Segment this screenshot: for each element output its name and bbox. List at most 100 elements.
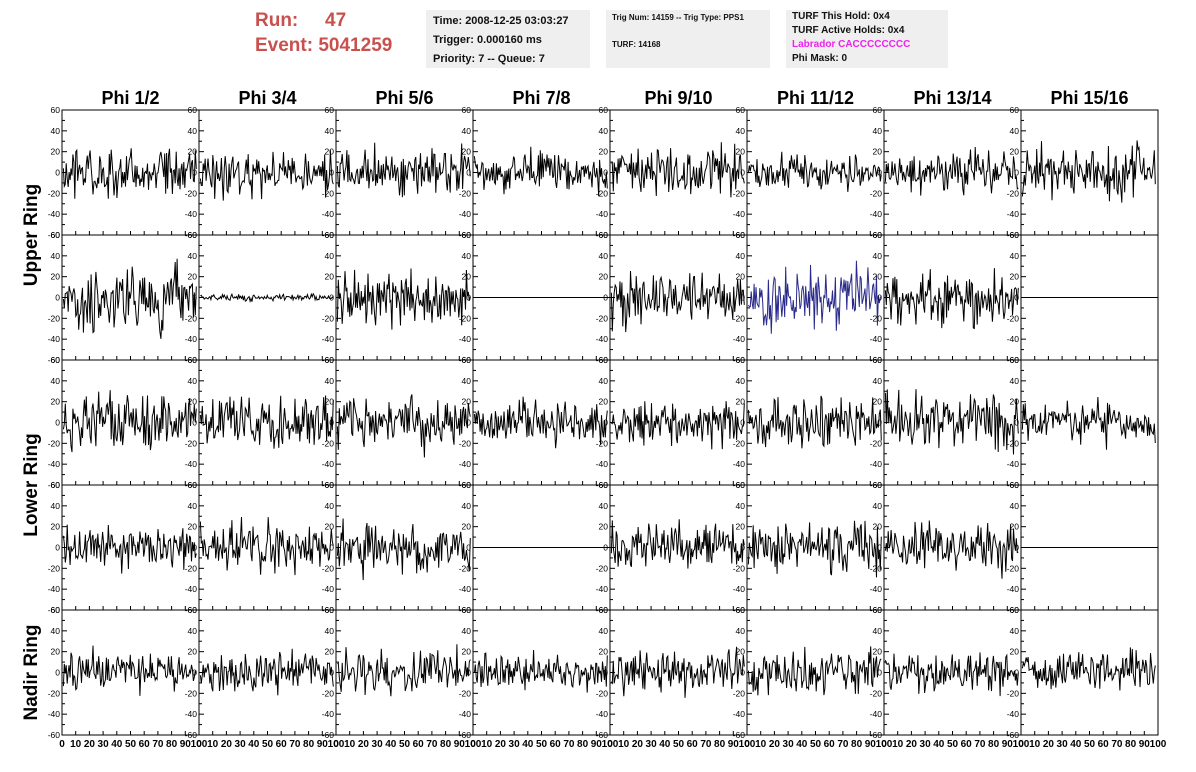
y-tick-label: 20 — [325, 397, 335, 407]
x-tick-label: 10 — [70, 739, 82, 750]
y-tick-label: -40 — [185, 459, 198, 469]
waveform-trace — [747, 151, 882, 192]
y-tick-label: 60 — [188, 605, 198, 615]
y-tick-label: -20 — [1007, 313, 1020, 323]
waveform-trace — [200, 292, 334, 304]
waveform-trace — [62, 148, 197, 199]
y-tick-label: 40 — [325, 251, 335, 261]
y-tick-label: 0 — [55, 293, 60, 303]
waveform-trace — [884, 268, 1019, 330]
x-tick-label: 0 — [470, 739, 476, 750]
turf-num-text: TURF: 14168 — [612, 40, 661, 49]
y-tick-label: -60 — [48, 605, 61, 615]
y-tick-label: 0 — [329, 543, 334, 553]
y-tick-label: -20 — [185, 313, 198, 323]
y-tick-label: 20 — [188, 272, 198, 282]
x-tick-label: 0 — [744, 739, 750, 750]
y-tick-label: -20 — [596, 438, 609, 448]
x-tick-label: 40 — [659, 739, 671, 750]
x-tick-label: 70 — [152, 739, 164, 750]
y-tick-label: 60 — [1010, 480, 1020, 490]
y-tick-label: -20 — [48, 688, 61, 698]
x-tick-label: 80 — [714, 739, 726, 750]
y-tick-label: 40 — [736, 501, 746, 511]
waveform-trace — [884, 389, 1019, 455]
waveform-trace — [611, 142, 745, 198]
y-tick-label: 40 — [462, 501, 472, 511]
y-tick-label: -20 — [185, 188, 198, 198]
y-tick-label: 40 — [1010, 126, 1020, 136]
y-tick-label: 0 — [466, 668, 471, 678]
x-tick-label: 70 — [837, 739, 849, 750]
y-tick-label: 0 — [603, 168, 608, 178]
y-tick-label: -40 — [185, 584, 198, 594]
column-header: Phi 3/4 — [238, 88, 296, 108]
y-tick-label: 60 — [1010, 355, 1020, 365]
y-tick-label: 20 — [462, 147, 472, 157]
x-tick-label: 10 — [344, 739, 356, 750]
y-tick-label: 20 — [325, 147, 335, 157]
x-tick-label: 20 — [1043, 739, 1055, 750]
turf-info-box: TURF This Hold: 0x4 TURF Active Holds: 0… — [786, 10, 948, 68]
y-tick-label: 40 — [462, 126, 472, 136]
y-tick-label: 60 — [325, 480, 335, 490]
y-tick-label: 40 — [873, 501, 883, 511]
x-tick-label: 40 — [385, 739, 397, 750]
y-tick-label: 0 — [1014, 168, 1019, 178]
y-tick-label: 60 — [873, 105, 883, 115]
trigger-info-box: Trig Num: 14159 -- Trig Type: PPS1 TURF:… — [606, 10, 770, 68]
waveform-trace — [336, 518, 471, 581]
y-tick-label: 40 — [599, 626, 609, 636]
y-tick-label: -20 — [733, 313, 746, 323]
y-tick-label: 0 — [329, 418, 334, 428]
y-tick-label: 40 — [325, 376, 335, 386]
x-tick-label: 40 — [1070, 739, 1082, 750]
y-tick-label: -40 — [322, 584, 335, 594]
y-tick-label: -20 — [322, 563, 335, 573]
y-tick-label: 40 — [1010, 251, 1020, 261]
waveform-trace — [199, 150, 334, 201]
y-tick-label: 60 — [1010, 230, 1020, 240]
y-tick-label: -20 — [596, 188, 609, 198]
y-tick-label: -40 — [870, 709, 883, 719]
x-tick-label: 60 — [961, 739, 973, 750]
x-tick-label: 30 — [372, 739, 384, 750]
y-tick-label: 40 — [188, 626, 198, 636]
x-tick-label: 100 — [876, 739, 893, 750]
waveform-trace — [473, 396, 608, 449]
y-tick-label: -40 — [733, 584, 746, 594]
waveform-trace — [747, 395, 882, 449]
waveform-trace — [62, 390, 197, 453]
turf-active-holds-text: TURF Active Holds: 0x4 — [792, 25, 905, 36]
waveform-trace — [747, 520, 882, 578]
x-tick-label: 90 — [180, 739, 192, 750]
panel-frame — [61, 609, 200, 736]
y-tick-label: -20 — [322, 438, 335, 448]
y-tick-label: -60 — [322, 730, 335, 740]
y-tick-label: -20 — [459, 438, 472, 448]
y-tick-label: 60 — [462, 230, 472, 240]
y-tick-label: 20 — [1010, 522, 1020, 532]
y-tick-label: 20 — [188, 522, 198, 532]
y-tick-label: 40 — [599, 251, 609, 261]
y-tick-label: 20 — [1010, 397, 1020, 407]
y-tick-label: 20 — [736, 522, 746, 532]
x-tick-label: 20 — [358, 739, 370, 750]
y-tick-label: -20 — [596, 563, 609, 573]
y-tick-label: 60 — [51, 355, 61, 365]
y-tick-label: 20 — [325, 647, 335, 657]
y-tick-label: -40 — [733, 209, 746, 219]
y-tick-label: -20 — [322, 313, 335, 323]
y-tick-label: -40 — [185, 209, 198, 219]
y-tick-label: 40 — [325, 501, 335, 511]
y-tick-label: 20 — [736, 147, 746, 157]
y-tick-label: 60 — [188, 105, 198, 115]
x-tick-label: 60 — [139, 739, 151, 750]
y-tick-label: -60 — [185, 730, 198, 740]
y-tick-label: 20 — [325, 522, 335, 532]
x-tick-label: 60 — [413, 739, 425, 750]
y-tick-label: -60 — [48, 230, 61, 240]
waveform-trace — [336, 268, 471, 330]
y-tick-label: -20 — [870, 688, 883, 698]
y-tick-label: 0 — [466, 418, 471, 428]
